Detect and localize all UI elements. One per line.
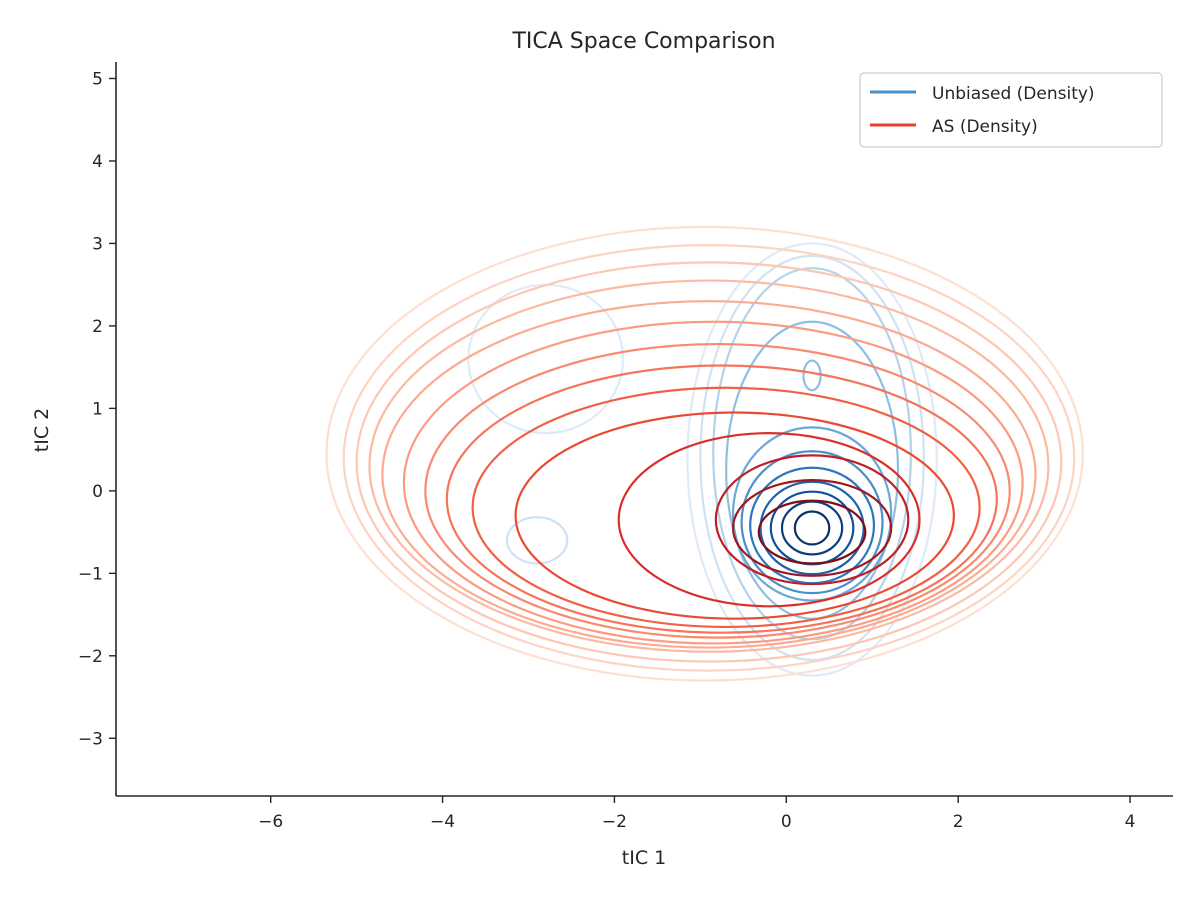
as-contour-level xyxy=(471,386,981,629)
as-contour-level xyxy=(714,454,910,586)
y-tick-label: −3 xyxy=(78,729,103,749)
legend-frame xyxy=(859,72,1163,148)
unbiased-contour-level xyxy=(725,320,900,620)
as-contour-level xyxy=(325,225,1084,682)
unbiased-contour-level xyxy=(467,283,625,435)
unbiased-contour-level xyxy=(686,242,938,677)
as-contour-level xyxy=(424,342,1011,639)
unbiased-contour-level xyxy=(793,510,831,546)
unbiased-density-contours xyxy=(467,242,938,677)
x-tick-label: −4 xyxy=(430,812,455,832)
unbiased-contour-level xyxy=(759,480,865,576)
x-tick-label: 4 xyxy=(1125,812,1136,832)
y-tick-label: 3 xyxy=(92,234,103,254)
unbiased-contour-level xyxy=(731,426,893,602)
x-tick-label: 2 xyxy=(953,812,964,832)
as-contour-level xyxy=(617,432,921,608)
unbiased-contour-level xyxy=(749,466,876,585)
as-contour-level xyxy=(342,243,1076,672)
legend-label-as: AS (Density) xyxy=(932,117,1038,137)
y-tick-label: 5 xyxy=(92,69,103,89)
x-axis-ticks: −6 −4 −2 0 2 4 xyxy=(258,796,1135,832)
as-contour-level xyxy=(757,499,867,565)
y-axis-label: tIC 2 xyxy=(31,408,53,452)
as-contour-level xyxy=(445,364,998,634)
as-density-contours xyxy=(325,225,1084,682)
unbiased-contour-level xyxy=(505,516,569,565)
y-tick-label: 4 xyxy=(92,152,103,172)
unbiased-contour-level xyxy=(740,450,884,595)
x-tick-label: −6 xyxy=(258,812,283,832)
as-contour-level xyxy=(381,300,1037,649)
as-contour-level xyxy=(355,261,1063,663)
y-axis-ticks: −3 −2 −1 0 1 2 3 4 5 xyxy=(78,69,116,749)
legend-label-unbiased: Unbiased (Density) xyxy=(932,84,1095,104)
y-tick-label: −2 xyxy=(78,647,103,667)
unbiased-contour-level xyxy=(802,359,822,392)
y-tick-label: 1 xyxy=(92,399,103,419)
x-tick-label: −2 xyxy=(602,812,627,832)
y-tick-label: −1 xyxy=(78,564,103,584)
unbiased-contour-level xyxy=(780,500,844,556)
as-contour-level xyxy=(368,279,1050,653)
chart-title: TICA Space Comparison xyxy=(511,29,775,54)
x-axis-label: tIC 1 xyxy=(622,847,666,869)
y-tick-label: 2 xyxy=(92,317,103,337)
as-contour-level xyxy=(402,320,1024,645)
y-tick-label: 0 xyxy=(92,482,103,502)
unbiased-contour-level xyxy=(699,254,925,662)
as-contour-level xyxy=(514,411,955,620)
legend: Unbiased (Density) AS (Density) xyxy=(859,72,1163,148)
x-tick-label: 0 xyxy=(781,812,792,832)
as-contour-level xyxy=(731,479,893,577)
